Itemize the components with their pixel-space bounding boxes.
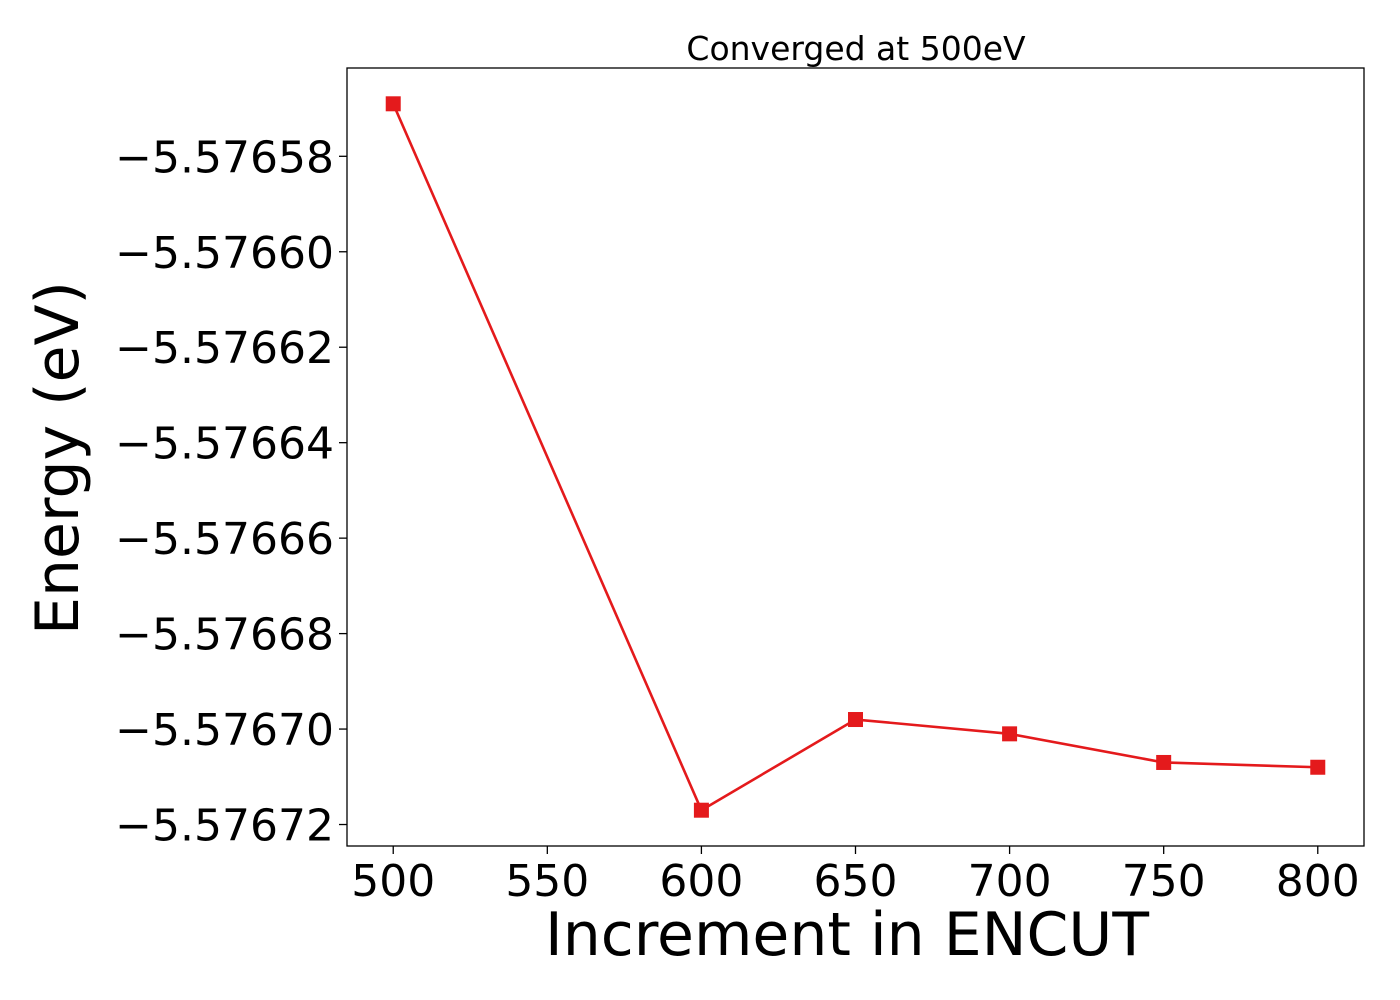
plot-area-frame xyxy=(346,67,1365,847)
y-tick-label: −5.57672 xyxy=(115,801,334,852)
data-point-marker xyxy=(1002,726,1018,742)
data-point-marker xyxy=(1156,754,1172,770)
y-tick-label: −5.57664 xyxy=(115,419,334,470)
plot-series xyxy=(385,96,1326,818)
y-axis-ticks: −5.57658 −5.57660 −5.57662 −5.57664 −5.57666… xyxy=(115,132,347,852)
data-point-marker xyxy=(848,712,863,728)
x-axis-ticks: 500 550 600 650 700 750 800 xyxy=(351,846,1360,907)
x-tick-label: 650 xyxy=(814,856,898,907)
x-tick-label: 700 xyxy=(968,856,1052,907)
data-point-marker xyxy=(693,802,709,818)
x-tick-label: 500 xyxy=(351,856,435,907)
data-point-marker xyxy=(385,96,401,112)
chart-title: Converged at 500eV xyxy=(686,29,1026,68)
y-tick-label: −5.57668 xyxy=(115,610,334,661)
x-tick-label: 750 xyxy=(1122,856,1206,907)
x-tick-label: 550 xyxy=(505,856,589,907)
y-tick-label: −5.57662 xyxy=(115,323,334,374)
x-tick-label: 600 xyxy=(659,856,743,907)
y-tick-label: −5.57666 xyxy=(115,514,334,565)
y-axis-title: Energy (eV) xyxy=(23,281,93,635)
x-tick-label: 800 xyxy=(1276,856,1360,907)
data-point-marker xyxy=(1310,759,1326,775)
series-line xyxy=(392,103,1318,812)
x-axis-title: Increment in ENCUT xyxy=(545,900,1149,970)
y-tick-label: −5.57658 xyxy=(115,132,334,183)
y-tick-label: −5.57660 xyxy=(115,228,334,279)
y-tick-label: −5.57670 xyxy=(115,705,334,756)
